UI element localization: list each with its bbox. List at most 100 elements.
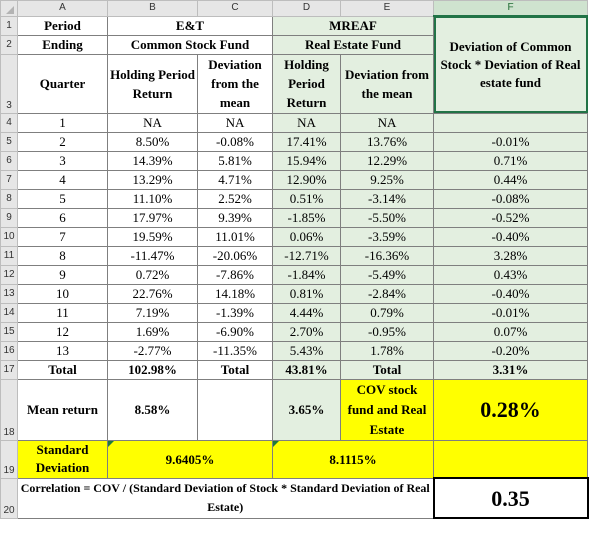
cell-d10-re-hpr[interactable]: 0.06% [272,226,341,247]
cell-f13-deviation-product[interactable]: -0.40% [433,283,588,304]
cell-e3-deviation-from-mean[interactable]: Deviation from the mean [340,53,434,114]
cell-b16-et-hpr[interactable]: -2.77% [107,340,198,361]
cell-b15-et-hpr[interactable]: 1.69% [107,321,198,342]
cell-a8-quarter[interactable]: 5 [17,188,108,209]
cell-b5-et-hpr[interactable]: 8.50% [107,131,198,152]
cell-b13-et-hpr[interactable]: 22.76% [107,283,198,304]
cell-d4-re-hpr[interactable]: NA [272,112,341,133]
cell-a6-quarter[interactable]: 3 [17,150,108,171]
cell-b14-et-hpr[interactable]: 7.19% [107,302,198,323]
cell-f7-deviation-product[interactable]: 0.44% [433,169,588,190]
row-header-11[interactable]: 11 [0,245,18,266]
cell-c8-et-deviation[interactable]: 2.52% [197,188,273,209]
cell-a13-quarter[interactable]: 10 [17,283,108,304]
cell-a2-ending[interactable]: Ending [17,34,108,55]
cell-f8-deviation-product[interactable]: -0.08% [433,188,588,209]
cell-e7-re-deviation[interactable]: 9.25% [340,169,434,190]
cell-d14-re-hpr[interactable]: 4.44% [272,302,341,323]
cell-b12-et-hpr[interactable]: 0.72% [107,264,198,285]
cell-b9-et-hpr[interactable]: 17.97% [107,207,198,228]
row-header-5[interactable]: 5 [0,131,18,152]
cell-a5-quarter[interactable]: 2 [17,131,108,152]
cell-b19-et-stddev[interactable]: 9.6405% [107,439,273,479]
cell-f6-deviation-product[interactable]: 0.71% [433,150,588,171]
row-header-1[interactable]: 1 [0,15,18,36]
row-header-9[interactable]: 9 [0,207,18,228]
row-header-2[interactable]: 2 [0,34,18,55]
row-header-6[interactable]: 6 [0,150,18,171]
cell-f12-deviation-product[interactable]: 0.43% [433,264,588,285]
cell-b2-common-stock-fund[interactable]: Common Stock Fund [107,34,273,55]
cell-d5-re-hpr[interactable]: 17.41% [272,131,341,152]
cell-b18-et-mean[interactable]: 8.58% [107,378,198,441]
cell-e16-re-deviation[interactable]: 1.78% [340,340,434,361]
row-header-16[interactable]: 16 [0,340,18,361]
cell-a15-quarter[interactable]: 12 [17,321,108,342]
cell-c11-et-deviation[interactable]: -20.06% [197,245,273,266]
column-header-f[interactable]: F [433,0,588,17]
cell-f20-correlation-value[interactable]: 0.35 [432,477,589,519]
cell-d19-re-stddev[interactable]: 8.1115% [272,439,434,479]
cell-b4-et-hpr[interactable]: NA [107,112,198,133]
cell-b6-et-hpr[interactable]: 14.39% [107,150,198,171]
cell-e12-re-deviation[interactable]: -5.49% [340,264,434,285]
cell-f18-cov-value[interactable]: 0.28% [433,378,588,441]
cell-d17-re-total[interactable]: 43.81% [272,359,341,380]
cell-d3-holding-period-return[interactable]: Holding Period Return [272,53,341,114]
cell-b17-et-total[interactable]: 102.98% [107,359,198,380]
cell-d15-re-hpr[interactable]: 2.70% [272,321,341,342]
cell-c18-empty[interactable] [197,378,273,441]
cell-f17-product-total[interactable]: 3.31% [433,359,588,380]
cell-a20-correlation-formula[interactable]: Correlation = COV / (Standard Deviation … [17,477,434,519]
cell-c13-et-deviation[interactable]: 14.18% [197,283,273,304]
cell-c5-et-deviation[interactable]: -0.08% [197,131,273,152]
cell-c12-et-deviation[interactable]: -7.86% [197,264,273,285]
cell-b7-et-hpr[interactable]: 13.29% [107,169,198,190]
cell-f11-deviation-product[interactable]: 3.28% [433,245,588,266]
cell-a4-quarter[interactable]: 1 [17,112,108,133]
row-header-15[interactable]: 15 [0,321,18,342]
column-header-e[interactable]: E [340,0,434,17]
cell-b11-et-hpr[interactable]: -11.47% [107,245,198,266]
cell-a12-quarter[interactable]: 9 [17,264,108,285]
cell-d7-re-hpr[interactable]: 12.90% [272,169,341,190]
cell-d18-re-mean[interactable]: 3.65% [272,378,341,441]
row-header-8[interactable]: 8 [0,188,18,209]
cell-d11-re-hpr[interactable]: -12.71% [272,245,341,266]
select-all-corner[interactable] [0,0,18,17]
cell-b10-et-hpr[interactable]: 19.59% [107,226,198,247]
cell-a16-quarter[interactable]: 13 [17,340,108,361]
row-header-19[interactable]: 19 [0,439,18,479]
cell-e4-re-deviation[interactable]: NA [340,112,434,133]
cell-b8-et-hpr[interactable]: 11.10% [107,188,198,209]
cell-b1-et[interactable]: E&T [107,15,273,36]
cell-d9-re-hpr[interactable]: -1.85% [272,207,341,228]
cell-f14-deviation-product[interactable]: -0.01% [433,302,588,323]
cell-e5-re-deviation[interactable]: 13.76% [340,131,434,152]
cell-c3-deviation-from-mean[interactable]: Deviation from the mean [197,53,273,114]
cell-a19-stddev-label[interactable]: Standard Deviation [17,439,108,479]
cell-c7-et-deviation[interactable]: 4.71% [197,169,273,190]
cell-c14-et-deviation[interactable]: -1.39% [197,302,273,323]
row-header-17[interactable]: 17 [0,359,18,380]
cell-c9-et-deviation[interactable]: 9.39% [197,207,273,228]
cell-f16-deviation-product[interactable]: -0.20% [433,340,588,361]
cell-c4-et-deviation[interactable]: NA [197,112,273,133]
cell-c15-et-deviation[interactable]: -6.90% [197,321,273,342]
cell-e11-re-deviation[interactable]: -16.36% [340,245,434,266]
cell-a17-total-label[interactable]: Total [17,359,108,380]
row-header-12[interactable]: 12 [0,264,18,285]
cell-a18-mean-return-label[interactable]: Mean return [17,378,108,441]
row-header-7[interactable]: 7 [0,169,18,190]
cell-f9-deviation-product[interactable]: -0.52% [433,207,588,228]
row-header-18[interactable]: 18 [0,378,18,441]
column-header-d[interactable]: D [272,0,341,17]
cell-c16-et-deviation[interactable]: -11.35% [197,340,273,361]
cell-f5-deviation-product[interactable]: -0.01% [433,131,588,152]
row-header-10[interactable]: 10 [0,226,18,247]
cell-d16-re-hpr[interactable]: 5.43% [272,340,341,361]
cell-f19-empty[interactable] [433,439,588,479]
row-header-14[interactable]: 14 [0,302,18,323]
row-header-3[interactable]: 3 [0,53,18,114]
row-header-4[interactable]: 4 [0,112,18,133]
